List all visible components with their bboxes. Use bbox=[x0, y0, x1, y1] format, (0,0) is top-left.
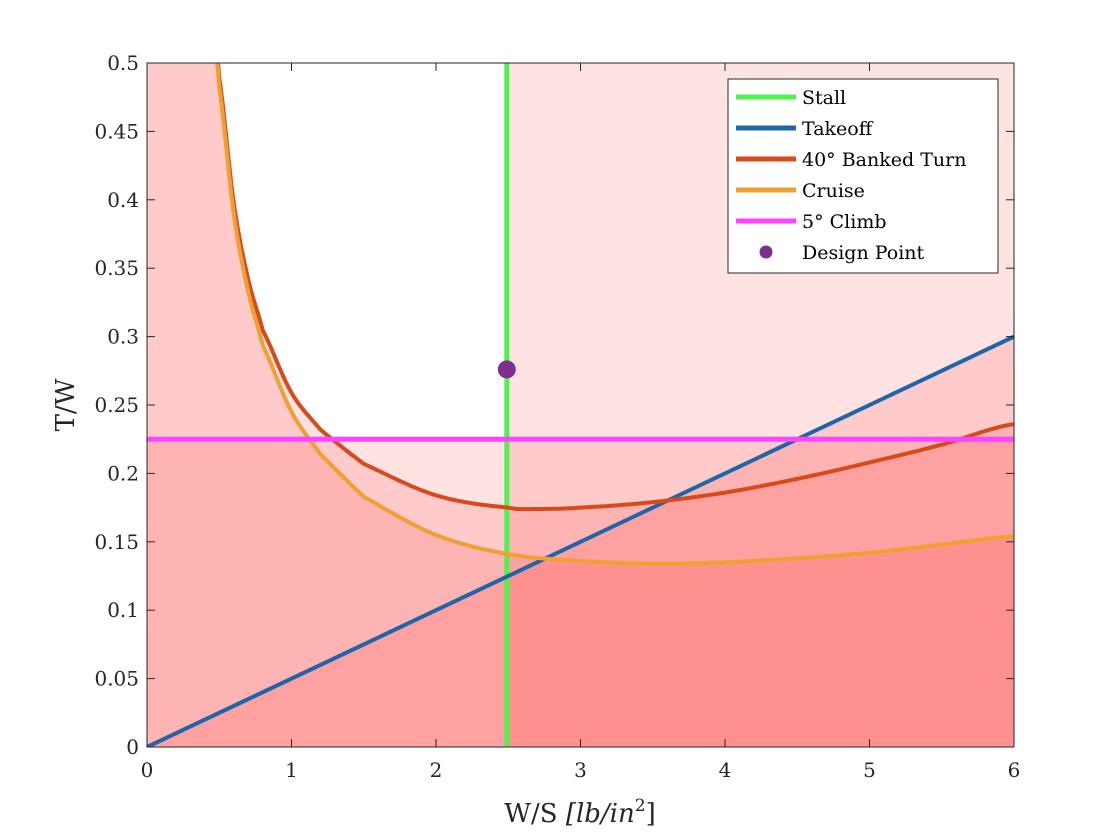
x-axis-ticks: 0 1 2 3 4 5 6 bbox=[141, 63, 1021, 782]
x-axis-title-close: ] bbox=[646, 799, 656, 829]
40-banked-turn-series bbox=[215, 63, 1014, 512]
x-tick-label: 4 bbox=[719, 758, 732, 782]
y-axis-title: T/W bbox=[51, 378, 81, 431]
y-tick-label: 0.15 bbox=[94, 530, 139, 554]
x-axis-title-units: [lb/in bbox=[566, 799, 635, 829]
series-lines bbox=[147, 63, 1014, 747]
x-tick-label: 0 bbox=[141, 758, 154, 782]
y-axis-ticks: 0 0.05 0.1 0.15 0.2 0.25 0.3 0.35 0.4 0.45 0.5 bbox=[94, 51, 1014, 759]
y-tick-label: 0.4 bbox=[107, 188, 139, 212]
y-tick-label: 0.05 bbox=[94, 667, 139, 691]
x-tick-label: 2 bbox=[430, 758, 443, 782]
design-point-marker bbox=[497, 360, 516, 379]
climb-region bbox=[147, 439, 1014, 747]
turn-region bbox=[147, 63, 1014, 747]
y-tick-label: 0.25 bbox=[94, 393, 139, 417]
legend-box bbox=[727, 78, 999, 274]
y-tick-label: 0.2 bbox=[107, 461, 139, 485]
takeoff-series bbox=[147, 334, 1014, 747]
legend-label: 5° Climb bbox=[802, 211, 887, 233]
x-tick-label: 5 bbox=[863, 758, 876, 782]
x-tick-label: 3 bbox=[574, 758, 587, 782]
legend-label: Design Point bbox=[802, 242, 925, 264]
cruise-region bbox=[147, 63, 1014, 747]
y-tick-label: 0.5 bbox=[107, 51, 139, 75]
x-axis-title-exponent: 2 bbox=[635, 796, 646, 816]
legend-label: Cruise bbox=[802, 180, 865, 202]
x-axis-title: W/S [lb/in2] bbox=[504, 796, 655, 829]
cruise-series bbox=[215, 63, 1014, 566]
legend: Stall Takeoff 40° Banked Turn Cruise 5° Clim… bbox=[727, 78, 999, 274]
y-tick-label: 0 bbox=[126, 735, 139, 759]
legend-label: 40° Banked Turn bbox=[802, 149, 966, 171]
legend-swatch bbox=[759, 245, 773, 259]
y-tick-label: 0.45 bbox=[94, 119, 139, 143]
x-tick-label: 6 bbox=[1008, 758, 1021, 782]
y-tick-label: 0.35 bbox=[94, 256, 139, 280]
legend-label: Stall bbox=[802, 87, 846, 109]
y-tick-label: 0.1 bbox=[107, 598, 139, 622]
legend-label: Takeoff bbox=[802, 118, 874, 140]
y-tick-label: 0.3 bbox=[107, 325, 139, 349]
x-axis-title-main: W/S bbox=[504, 799, 557, 829]
x-tick-label: 1 bbox=[285, 758, 298, 782]
